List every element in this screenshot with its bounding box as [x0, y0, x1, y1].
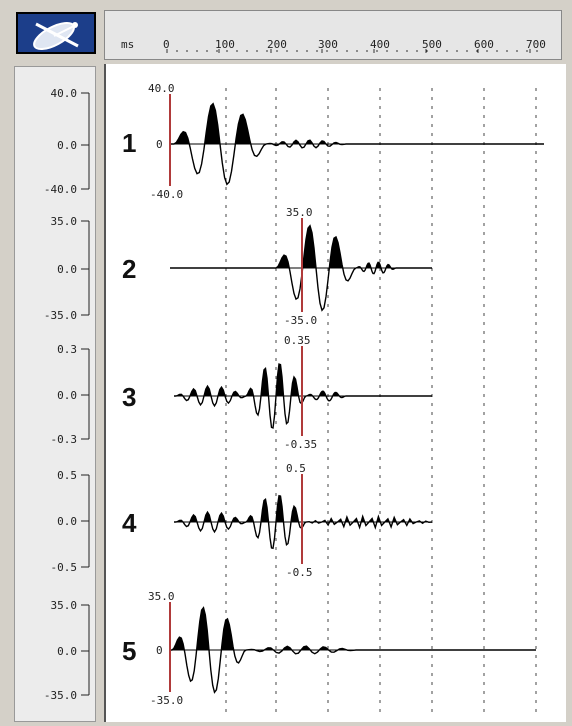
ruler-tick-label: 200	[267, 38, 287, 51]
scale-label-mid: 0.0	[57, 645, 77, 658]
scale-label-mid: 0.0	[57, 263, 77, 276]
trace-index-label: 2	[122, 254, 136, 284]
scale-label-top: 0.3	[57, 343, 77, 356]
scale-label-bottom: -0.3	[51, 433, 78, 446]
marker-top-label: 0.35	[284, 334, 311, 347]
marker-top-label: 0.5	[286, 462, 306, 475]
scale-label-mid: 0.0	[57, 515, 77, 528]
ruler-tick-label: 400	[370, 38, 390, 51]
trace-1[interactable]: 1 40.0 -40.0 0	[122, 82, 544, 201]
ruler-tick-label: 500	[422, 38, 442, 51]
marker-bottom-label: -35.0	[150, 694, 183, 707]
trace-4[interactable]: 4 0.5 -0.5	[122, 462, 433, 579]
ruler-tick-label: 600	[474, 38, 494, 51]
trace-index-label: 1	[122, 128, 136, 158]
trace-waveform	[174, 494, 433, 550]
marker-bottom-label: -35.0	[284, 314, 317, 327]
trace-positive-fill	[170, 607, 536, 650]
trace-index-label: 4	[122, 508, 137, 538]
ruler-tick-label: 100	[215, 38, 235, 51]
time-ruler: ms 0 100 200 300 400 500 600 700	[104, 10, 562, 60]
ruler-unit-label: ms	[121, 38, 134, 51]
scale-label-top: 35.0	[51, 599, 78, 612]
ruler-tick-label: 300	[318, 38, 338, 51]
scale-group: 35.0 0.0 -35.0	[44, 599, 90, 702]
scale-group: 0.5 0.0 -0.5	[51, 469, 90, 574]
scale-label-top: 35.0	[51, 215, 78, 228]
trace-2[interactable]: 2 35.0 -35.0	[122, 206, 432, 327]
ruler-tick-label: 0	[163, 38, 170, 51]
scale-label-top: 0.5	[57, 469, 77, 482]
marker-bottom-label: -0.5	[286, 566, 313, 579]
scale-label-bottom: -0.5	[51, 561, 78, 574]
marker-top-label: 35.0	[148, 590, 175, 603]
marker-zero-label: 0	[156, 644, 163, 657]
ruler-tick-label: 700	[526, 38, 546, 51]
marker-bottom-label: -0.35	[284, 438, 317, 451]
trace-5[interactable]: 5 35.0 -35.0 0	[122, 590, 536, 707]
marker-top-label: 40.0	[148, 82, 175, 95]
trace-index-label: 3	[122, 382, 136, 412]
trace-plot-area: 1 40.0 -40.0 0 2 35.0 -35.0 3 0.35 -0.35 4 0.5 -0.5 5…	[104, 64, 566, 722]
scale-label-top: 40.0	[51, 87, 78, 100]
trace-index-label: 5	[122, 636, 136, 666]
marker-top-label: 35.0	[286, 206, 313, 219]
scale-label-mid: 0.0	[57, 389, 77, 402]
scale-group: 0.3 0.0 -0.3	[51, 343, 90, 446]
trace-3[interactable]: 3 0.35 -0.35	[122, 334, 432, 451]
scale-label-bottom: -35.0	[44, 309, 77, 322]
satellite-dish-icon[interactable]	[16, 12, 96, 54]
scale-group: 40.0 0.0 -40.0	[44, 87, 90, 196]
marker-bottom-label: -40.0	[150, 188, 183, 201]
scale-label-bottom: -40.0	[44, 183, 77, 196]
trace-positive-fill	[170, 103, 544, 144]
scale-group: 35.0 0.0 -35.0	[44, 215, 90, 322]
scale-label-mid: 0.0	[57, 139, 77, 152]
marker-zero-label: 0	[156, 138, 163, 151]
amplitude-scale-panel: 40.0 0.0 -40.0 35.0 0.0 -35.0 0.3 0.0 -0.3 0.5 0.0…	[14, 66, 96, 722]
scale-label-bottom: -35.0	[44, 689, 77, 702]
